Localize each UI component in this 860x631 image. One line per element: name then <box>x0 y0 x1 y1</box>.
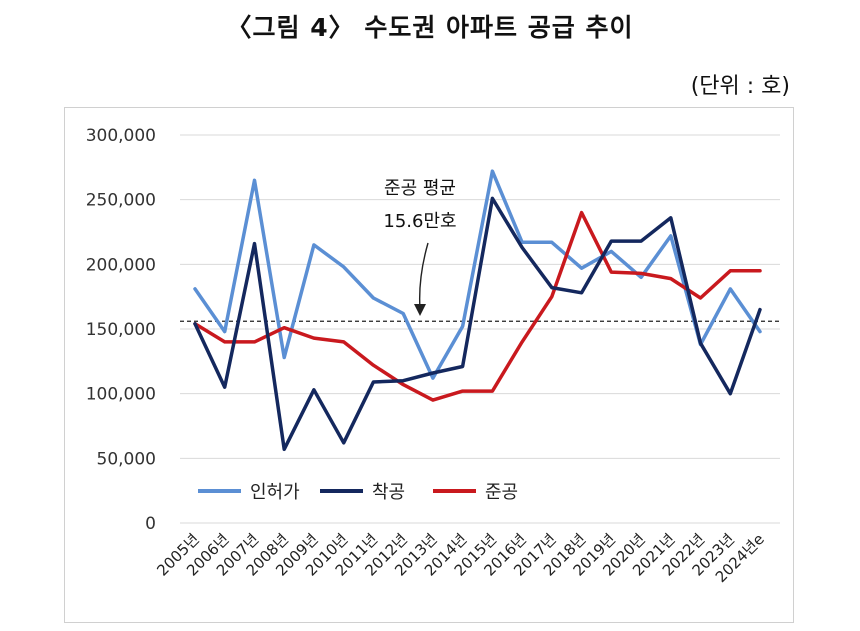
y-tick-label: 0 <box>145 514 156 534</box>
legend: 인허가 착공 준공 <box>198 482 518 503</box>
reference-line-group: 준공 평균 15.6만호 <box>180 178 780 322</box>
legend-label: 준공 <box>485 482 518 503</box>
page-title: 〈그림 4〉 수도권 아파트 공급 추이 <box>226 13 634 42</box>
reference-label-line2: 15.6만호 <box>383 211 456 232</box>
gridlines <box>180 134 780 524</box>
chart-frame <box>64 107 794 623</box>
y-tick-label: 50,000 <box>97 449 156 469</box>
y-tick-label: 150,000 <box>86 320 156 340</box>
y-tick-label: 200,000 <box>86 255 156 275</box>
legend-label: 인허가 <box>250 482 300 503</box>
series-line-1 <box>193 169 762 380</box>
y-tick-label: 250,000 <box>86 191 156 211</box>
annotation-arrow-head <box>414 304 426 316</box>
series-line-3 <box>193 210 762 402</box>
legend-label: 착공 <box>372 482 405 503</box>
y-tick-label: 100,000 <box>86 385 156 405</box>
annotation-arrow-shaft <box>419 242 429 310</box>
y-axis-ticks: 0 50,000 100,000 150,000 200,000 250,000 300,0… <box>86 126 156 534</box>
series-line-2 <box>193 196 762 452</box>
y-tick-label: 300,000 <box>86 126 156 146</box>
series-lines <box>193 169 762 452</box>
x-axis-ticks: 2005년2006년2007년2008년2009년2010년2011년2012년… <box>153 530 767 586</box>
unit-label: (단위 : 호) <box>690 74 790 99</box>
reference-label-line1: 준공 평균 <box>384 178 456 199</box>
